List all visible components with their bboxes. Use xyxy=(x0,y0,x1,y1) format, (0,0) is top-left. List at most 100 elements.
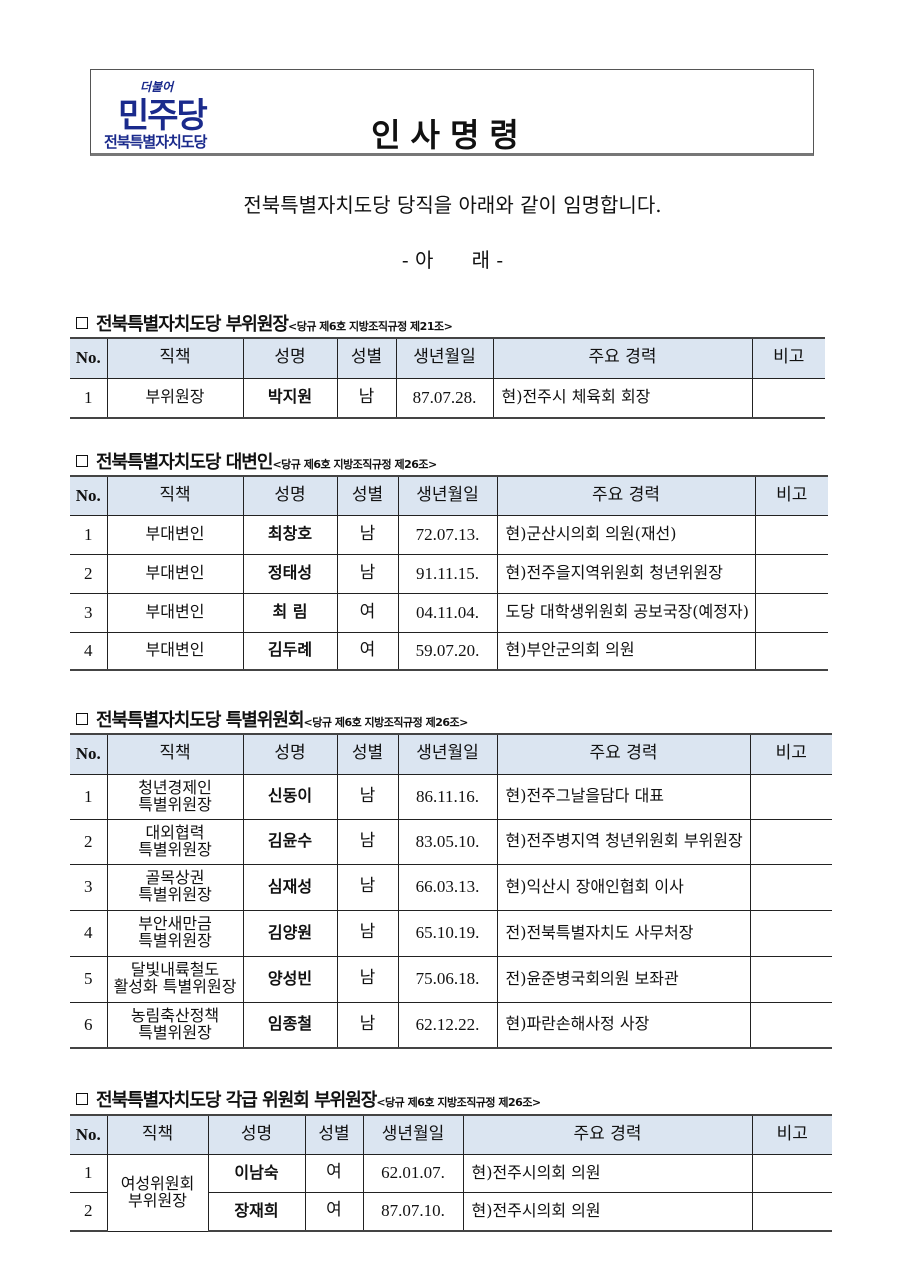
table-header-row: No. 직책 성명 성별 생년월일 주요 경력 비고 xyxy=(70,733,832,775)
table-row: 1 여성위원회 부위원장 이남숙 여 62.01.07. 현)전주시의회 의원 xyxy=(70,1153,832,1232)
table-row: 2 대외협력 특별위원장 김윤수 남 83.05.10. 현)전주병지역 청년위원회 부위… xyxy=(70,818,832,865)
cell-position: 골목상권 특별위원장 xyxy=(106,863,244,911)
column-header: 비고 xyxy=(754,475,828,516)
cell-career: 도당 대학생위원회 공보국장(예정자) xyxy=(496,592,756,633)
cell-no: 3 xyxy=(70,863,108,911)
cell-no: 2 xyxy=(70,1191,108,1232)
column-header: 직책 xyxy=(106,475,244,516)
cell-birthdate: 65.10.19. xyxy=(397,909,498,957)
column-header: 성별 xyxy=(336,733,399,775)
cell-birthdate: 87.07.28. xyxy=(395,377,494,419)
table-row: 6 농림축산정책 특별위원장 임종철 남 62.12.22. 현)파란손해사정 사장 xyxy=(70,1001,832,1049)
cell-career: 현)파란손해사정 사장 xyxy=(496,1001,751,1049)
column-header: 성명 xyxy=(242,337,338,379)
cell-position: 대외협력 특별위원장 xyxy=(106,818,244,865)
section-title-text: 전북특별자치도당 각급 위원회 부위원장 xyxy=(96,1090,377,1111)
cell-name: 김두례 xyxy=(242,631,338,671)
table-row: 2 부대변인 정태성 남 91.11.15. 현)전주을지역위원회 청년위원장 xyxy=(70,553,828,594)
column-header: 직책 xyxy=(106,733,244,775)
cell-position: 달빛내륙철도 활성화 특별위원장 xyxy=(106,955,244,1003)
cell-gender: 남 xyxy=(336,553,399,594)
cell-no: 1 xyxy=(70,773,108,820)
table-row: 1 부위원장 박지원 남 87.07.28. 현)전주시 체육회 회장 xyxy=(70,377,825,419)
checkbox-bullet-icon xyxy=(76,317,88,329)
cell-position: 부대변인 xyxy=(106,631,244,671)
cell-gender: 남 xyxy=(336,1001,399,1049)
cell-career: 전)전북특별자치도 사무처장 xyxy=(496,909,751,957)
column-header: 생년월일 xyxy=(362,1114,464,1155)
table-row: 5 달빛내륙철도 활성화 특별위원장 양성빈 남 75.06.18. 전)윤준병국회의원 … xyxy=(70,955,832,1003)
cell-no: 1 xyxy=(70,514,108,555)
header-box xyxy=(90,69,814,156)
cell-note xyxy=(751,1191,832,1232)
document-title: 인사명령 xyxy=(371,116,529,154)
cell-birthdate: 62.01.07. xyxy=(362,1153,464,1193)
cell-no: 6 xyxy=(70,1001,108,1049)
cell-career: 현)전주시의회 의원 xyxy=(462,1191,753,1232)
cell-gender: 여 xyxy=(304,1153,364,1193)
cell-birthdate: 72.07.13. xyxy=(397,514,498,555)
table-row: 3 골목상권 특별위원장 심재성 남 66.03.13. 현)익산시 장애인협회 이사 xyxy=(70,863,832,911)
party-logo: 더불어 민주당 전북특별자치도당 xyxy=(104,76,244,156)
section-title-text: 전북특별자치도당 특별위원회 xyxy=(96,710,305,731)
cell-career: 현)익산시 장애인협회 이사 xyxy=(496,863,751,911)
intro-text: 전북특별자치도당 당직을 아래와 같이 임명합니다. xyxy=(243,193,662,217)
cell-name: 김윤수 xyxy=(242,818,338,865)
cell-note xyxy=(754,631,828,671)
cell-position: 부대변인 xyxy=(106,514,244,555)
cell-position: 부대변인 xyxy=(106,592,244,633)
column-header: 직책 xyxy=(106,337,244,379)
cell-name: 정태성 xyxy=(242,553,338,594)
logo-main-text: 민주당 xyxy=(118,96,208,136)
cell-birthdate: 91.11.15. xyxy=(397,553,498,594)
section-ref: <당규 제6호 지방조직규정 제26조> xyxy=(303,716,469,729)
column-header: 직책 xyxy=(106,1114,209,1155)
cell-position: 여성위원회 부위원장 xyxy=(106,1153,209,1232)
cell-note xyxy=(749,773,832,820)
appointment-table: No. 직책 성명 성별 생년월일 주요 경력 비고 1 청년경제인 특별위원장 신동이 남 86.1… xyxy=(70,733,832,1049)
column-header: 성명 xyxy=(242,475,338,516)
cell-birthdate: 59.07.20. xyxy=(397,631,498,671)
cell-name: 심재성 xyxy=(242,863,338,911)
cell-note xyxy=(749,863,832,911)
cell-career: 현)전주그날을담다 대표 xyxy=(496,773,751,820)
cell-name: 이남숙 xyxy=(207,1153,306,1193)
table-row: 1 부대변인 최창호 남 72.07.13. 현)군산시의회 의원(재선) xyxy=(70,514,828,555)
cell-position: 부위원장 xyxy=(106,377,244,419)
column-header: 성명 xyxy=(242,733,338,775)
cell-career: 현)전주을지역위원회 청년위원장 xyxy=(496,553,756,594)
cell-position: 부대변인 xyxy=(106,553,244,594)
cell-name: 최 림 xyxy=(242,592,338,633)
column-header: 생년월일 xyxy=(397,733,498,775)
cell-birthdate: 75.06.18. xyxy=(397,955,498,1003)
cell-position: 청년경제인 특별위원장 xyxy=(106,773,244,820)
cell-birthdate: 87.07.10. xyxy=(362,1191,464,1232)
column-header: 성별 xyxy=(304,1114,364,1155)
cell-gender: 남 xyxy=(336,955,399,1003)
cell-position: 부안새만금 특별위원장 xyxy=(106,909,244,957)
cell-name: 신동이 xyxy=(242,773,338,820)
column-header: 비고 xyxy=(749,733,832,775)
checkbox-bullet-icon xyxy=(76,455,88,467)
cell-gender: 남 xyxy=(336,377,397,419)
table-row: 2 장재희 여 87.07.10. 현)전주시의회 의원 xyxy=(70,1191,832,1232)
cell-note xyxy=(749,1001,832,1049)
column-header: 비고 xyxy=(751,337,825,379)
cell-career: 현)전주병지역 청년위원회 부위원장 xyxy=(496,818,751,865)
column-header: 주요 경력 xyxy=(496,733,751,775)
cell-position: 농림축산정책 특별위원장 xyxy=(106,1001,244,1049)
column-header: No. xyxy=(70,1114,108,1155)
cell-note xyxy=(749,909,832,957)
table-row: 1 청년경제인 특별위원장 신동이 남 86.11.16. 현)전주그날을담다 대표 xyxy=(70,773,832,820)
cell-birthdate: 04.11.04. xyxy=(397,592,498,633)
cell-name: 최창호 xyxy=(242,514,338,555)
column-header: No. xyxy=(70,475,108,516)
column-header: No. xyxy=(70,337,108,379)
cell-career: 현)부안군의회 의원 xyxy=(496,631,756,671)
cell-note xyxy=(754,553,828,594)
cell-note xyxy=(751,1153,832,1193)
column-header: No. xyxy=(70,733,108,775)
cell-birthdate: 83.05.10. xyxy=(397,818,498,865)
checkbox-bullet-icon xyxy=(76,713,88,725)
